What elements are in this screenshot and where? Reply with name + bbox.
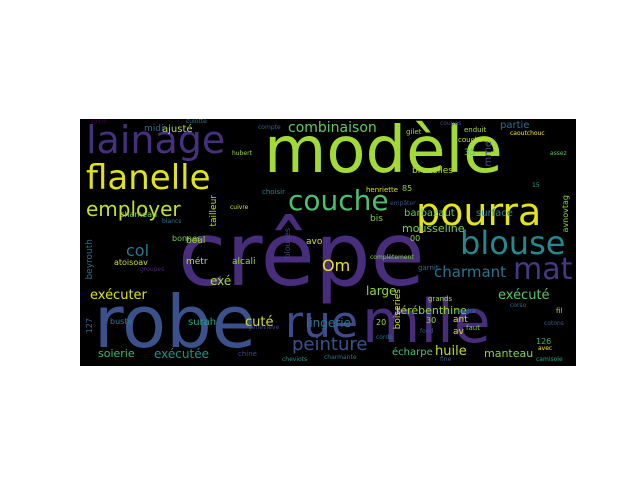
word: empâter — [390, 200, 416, 207]
word: 20 — [376, 318, 387, 327]
word: blancs — [162, 218, 182, 225]
word-cloud: crêpe robe mlle modèle rue lainage flane… — [80, 119, 576, 366]
word: atoisoav — [114, 258, 148, 267]
word: faut — [466, 324, 480, 332]
word: 1910 — [90, 119, 106, 125]
word: boul — [186, 236, 206, 246]
word: bonnes — [172, 234, 202, 243]
word: crêpe — [178, 203, 425, 306]
word: complètement — [370, 254, 414, 261]
word: corso — [510, 302, 527, 309]
word: ajusté — [162, 124, 193, 135]
word: chine — [238, 350, 257, 358]
word: 15 — [532, 182, 540, 189]
word: cotons — [544, 320, 564, 327]
word: 127 — [85, 318, 94, 334]
word: tailleur — [209, 195, 219, 227]
word: alcali — [232, 257, 256, 267]
word: beyrouth — [85, 239, 95, 280]
word: coupes — [440, 120, 462, 127]
word: avo — [306, 237, 323, 247]
word: garnit — [418, 264, 439, 272]
word: boiseries — [393, 289, 403, 330]
word: large — [366, 284, 397, 298]
word: lingerie — [306, 316, 351, 330]
word: midi — [144, 124, 164, 134]
word: soierie — [98, 347, 135, 360]
word: lainage — [86, 119, 226, 162]
word: henriette — [366, 186, 399, 194]
word: pourra — [416, 190, 542, 234]
word: peinture — [292, 334, 368, 355]
word: mlle — [362, 287, 491, 357]
word: couches — [458, 136, 487, 144]
word: gilet — [406, 128, 422, 136]
word: métr — [186, 257, 208, 267]
word: grands — [428, 295, 453, 303]
word: exécuté — [498, 288, 550, 303]
word: exé — [210, 274, 232, 288]
word: employer — [86, 197, 181, 221]
word: groupes — [140, 266, 165, 273]
word: modèle — [264, 119, 503, 188]
word: faudra — [456, 308, 476, 315]
word: hubert — [232, 150, 252, 157]
word: manteau — [484, 347, 534, 360]
word: avnovtag — [561, 195, 570, 233]
word: robe — [94, 280, 257, 364]
word: barbazaut — [404, 208, 455, 219]
word: camisole — [536, 356, 563, 363]
word: bruxelles — [412, 166, 453, 176]
word: avec — [538, 345, 553, 352]
word: Om — [322, 256, 351, 275]
word: geneviève — [248, 324, 280, 331]
word: choisir — [262, 188, 285, 196]
word: mat — [513, 252, 573, 287]
word: cheviots — [282, 356, 308, 363]
word: corde — [376, 334, 393, 341]
word: assez — [550, 150, 567, 157]
word: col — [126, 241, 150, 260]
word: huile — [435, 344, 467, 359]
word: rue — [285, 297, 359, 348]
word: 85 — [402, 184, 413, 193]
word: exécuter — [90, 288, 147, 303]
word: 00 — [410, 234, 421, 243]
word: blouses — [283, 228, 292, 259]
word: 35 — [464, 148, 476, 158]
word: couche — [288, 184, 389, 217]
word: fil — [556, 307, 563, 315]
word: compte — [258, 124, 281, 131]
word: exécutée — [154, 347, 209, 361]
word: charmante — [324, 354, 357, 361]
word: combinaison — [288, 120, 377, 136]
word: cuivre — [230, 204, 249, 211]
word: partie — [500, 120, 530, 131]
word: flanelle — [86, 158, 211, 198]
word: mme — [483, 141, 494, 167]
word: bis — [370, 214, 383, 224]
word: enduit — [464, 126, 487, 134]
word: av — [453, 327, 464, 337]
word: culotte — [186, 119, 207, 125]
word: ant — [453, 315, 468, 325]
word: cuté — [245, 315, 274, 330]
word: fond — [420, 328, 434, 335]
word: 30 — [426, 316, 437, 325]
word: chameau — [120, 210, 158, 219]
word: fine — [440, 356, 452, 363]
word: caoutchouc — [510, 130, 545, 137]
word: térébenthine — [396, 304, 467, 317]
word: buste — [110, 317, 133, 326]
word: mousseline — [402, 222, 465, 235]
word: surface — [476, 208, 513, 219]
word: 126 — [536, 337, 552, 346]
word: surah — [188, 317, 217, 328]
word: écharpe — [392, 347, 433, 358]
word: charmant — [434, 263, 507, 281]
word: blouse — [460, 224, 566, 262]
